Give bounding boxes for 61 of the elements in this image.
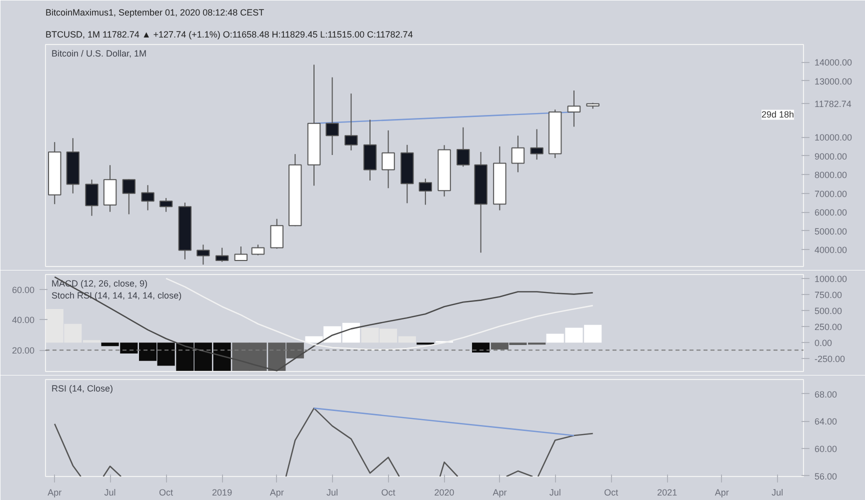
candlestick xyxy=(511,135,525,173)
y-tick-label: 8000.00 xyxy=(814,170,848,180)
x-tick-label: Jul xyxy=(549,488,561,498)
y-tick-label: 14000.00 xyxy=(814,58,852,68)
candlestick xyxy=(122,178,136,215)
candlestick xyxy=(456,126,470,168)
y-tick-label: 9000.00 xyxy=(814,151,848,162)
y-tick-label: 56.00 xyxy=(814,471,838,482)
y-tick-label: 11782.74 xyxy=(814,99,852,110)
x-tick-label: Oct xyxy=(381,488,396,498)
y2-tick-label: 60.00 xyxy=(12,284,35,295)
chart-subtitle: BTCUSD, 1M 11782.74 ▲ +127.74 (+1.1%) O:11658.48 H:11829.45 L:11515.00 C:11782.74 xyxy=(46,30,413,40)
annotation: RSI (14, Close) xyxy=(52,384,114,394)
y-tick-label: 64.00 xyxy=(814,416,838,427)
y-tick-label: 10000.00 xyxy=(814,132,852,143)
y-tick-label: 6000.00 xyxy=(814,208,848,218)
candlestick xyxy=(159,198,173,212)
bar xyxy=(472,342,490,352)
line-series xyxy=(54,276,594,372)
candlestick xyxy=(196,244,210,266)
annotation: 29d 18h xyxy=(762,110,794,120)
y-tick-label: 1000.00 xyxy=(814,274,848,284)
x-tick-label: Oct xyxy=(604,488,619,498)
x-tick-label: Jul xyxy=(104,488,116,498)
x-tick-label: Jul xyxy=(772,488,784,498)
y-tick-label: 750.00 xyxy=(814,290,842,300)
candlestick xyxy=(215,247,229,262)
x-tick-label: 2019 xyxy=(212,488,232,498)
y-tick-label: -250.00 xyxy=(814,354,846,364)
y-tick-label: 68.00 xyxy=(814,389,838,400)
x-tick-label: Apr xyxy=(714,488,729,498)
y-tick-label: 500.00 xyxy=(814,306,842,316)
candlestick xyxy=(530,128,544,160)
y-tick-label: 0.00 xyxy=(814,338,832,348)
y-tick-label: 250.00 xyxy=(814,322,842,332)
candlestick xyxy=(234,246,248,262)
y-tick-label: 4000.00 xyxy=(814,245,848,256)
candlestick xyxy=(326,76,339,156)
y-tick-label: 5000.00 xyxy=(814,226,848,236)
candlestick xyxy=(270,218,284,250)
candlestick xyxy=(251,244,265,256)
candlestick xyxy=(344,93,358,151)
chart-title: BitcoinMaximus1, September 01, 2020 08:12:48 CEST xyxy=(46,8,265,18)
y-tick-label: 60.00 xyxy=(814,444,838,454)
candlestick xyxy=(85,179,98,216)
y2-tick-label: 20.00 xyxy=(12,346,35,356)
x-tick-label: Jul xyxy=(326,488,338,498)
candlestick xyxy=(418,178,432,206)
y2-tick-label: 40.00 xyxy=(12,315,35,326)
x-tick-label: Oct xyxy=(159,488,174,498)
x-tick-label: Apr xyxy=(270,488,284,498)
x-tick-label: Apr xyxy=(48,488,62,498)
candlestick xyxy=(141,184,154,211)
y-tick-label: 13000.00 xyxy=(814,76,852,86)
x-tick-label: 2021 xyxy=(657,488,678,498)
candlestick xyxy=(382,130,395,189)
y-tick-label: 7000.00 xyxy=(814,188,848,199)
annotation: Bitcoin / U.S. Dollar, 1M xyxy=(52,48,147,58)
x-tick-label: 2020 xyxy=(434,488,454,498)
candlestick xyxy=(567,90,581,128)
x-tick-label: Apr xyxy=(492,488,507,498)
